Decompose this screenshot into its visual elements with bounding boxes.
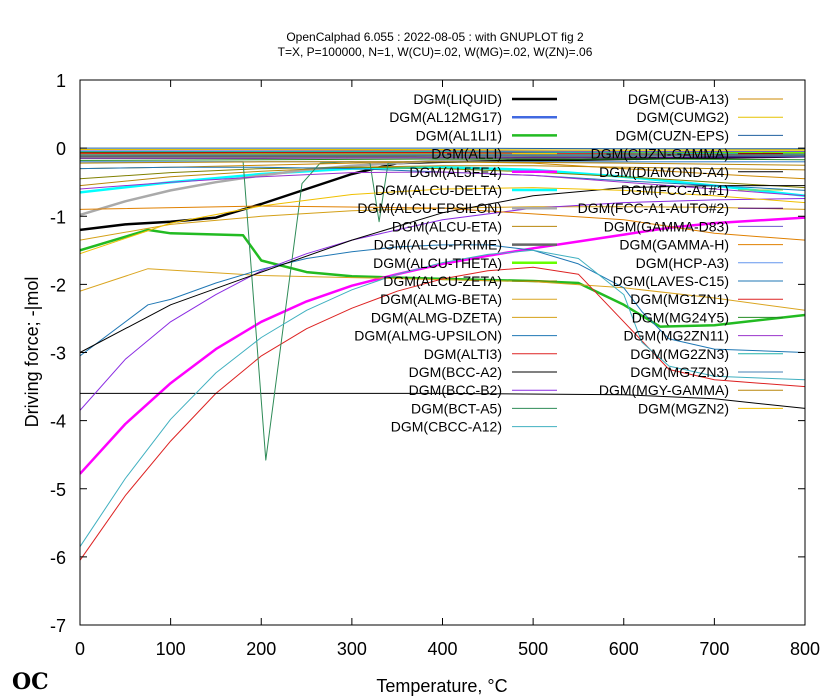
- series-line-20: [80, 149, 805, 151]
- series-line-16: [80, 198, 805, 411]
- y-tick-label: -2: [50, 275, 66, 295]
- x-tick-label: 800: [790, 639, 820, 659]
- legend-label: DGM(ALMG-UPSILON): [354, 328, 502, 344]
- series-line-31: [80, 158, 805, 161]
- legend-label: DGM(FCC-A1#1): [621, 182, 729, 198]
- legend-label: DGM(FCC-A1-AUTO#2): [578, 200, 729, 216]
- series-line-36: [80, 187, 805, 255]
- series-line-32: [80, 171, 805, 197]
- y-tick-label: -6: [50, 548, 66, 568]
- legend-label: DGM(MGZN2): [638, 400, 729, 416]
- legend-label: DGM(CUB-A13): [628, 91, 729, 107]
- x-tick-label: 0: [75, 639, 85, 659]
- series-line-21: [80, 147, 805, 150]
- x-tick-label: 100: [156, 639, 186, 659]
- legend-label: DGM(CUMG2): [636, 109, 729, 125]
- legend-label: DGM(ALCU-DELTA): [375, 182, 502, 198]
- series-line-2: [80, 228, 805, 328]
- legend-label: DGM(MGY-GAMMA): [599, 382, 729, 398]
- legend-label: DGM(MG24Y5): [632, 309, 729, 325]
- y-tick-label: -7: [50, 616, 66, 636]
- legend-label: DGM(ALTI3): [424, 346, 502, 362]
- x-tick-label: 700: [699, 639, 729, 659]
- y-tick-label: -3: [50, 344, 66, 364]
- y-axis-label: Driving force; -|mol: [22, 277, 42, 428]
- y-tick-label: -4: [50, 412, 66, 432]
- axis-ticks: 0 100 200 300 400 500 600 700 800 1 0 -1 -2 -3 -4 -5 -6 -…: [50, 71, 820, 659]
- legend-label: DGM(MG2ZN3): [630, 346, 729, 362]
- legend-label: DGM(MG1ZN1): [630, 291, 729, 307]
- legend-label: DGM(GAMMA-D83): [604, 218, 729, 234]
- series-line-13: [80, 244, 805, 357]
- series-line-5: [80, 165, 805, 198]
- legend-label: DGM(BCC-B2): [409, 382, 502, 398]
- legend-label: DGM(GAMMA-H): [619, 237, 729, 253]
- series-line-18: [80, 249, 805, 547]
- legend-label: DGM(BCT-A5): [411, 400, 502, 416]
- series-line-35: [80, 161, 805, 166]
- legend-label: DGM(BCC-A2): [409, 364, 502, 380]
- series-line-27: [80, 205, 805, 241]
- series-line-4: [80, 216, 805, 475]
- legend-label: DGM(CUZN-GAMMA): [591, 146, 729, 162]
- y-tick-label: -5: [50, 480, 66, 500]
- x-tick-label: 200: [246, 639, 276, 659]
- legend-label: DGM(ALLI): [431, 146, 502, 162]
- series-line-7: [80, 165, 805, 187]
- series-layer: [80, 147, 805, 561]
- chart-title: OpenCalphad 6.055 : 2022-08-05 : with GN…: [286, 30, 584, 44]
- series-line-14: [80, 266, 805, 561]
- legend-label: DGM(ALMG-BETA): [380, 291, 502, 307]
- opencalphad-logo: OC: [12, 669, 49, 695]
- series-line-34: [80, 154, 805, 157]
- x-tick-label: 600: [609, 639, 639, 659]
- series-line-11: [80, 268, 805, 311]
- legend-label: DGM(AL1LI1): [416, 127, 502, 143]
- legend-label: DGM(ALCU-ZETA): [383, 273, 502, 289]
- legend-label: DGM(AL12MG17): [389, 109, 502, 125]
- legend-label: DGM(MG2ZN11): [623, 328, 729, 344]
- chart-subtitle: T=X, P=100000, N=1, W(CU)=.02, W(MG)=.02…: [278, 45, 593, 59]
- series-line-10: [80, 166, 805, 189]
- series-line-26: [80, 150, 805, 152]
- legend: DGM(LIQUID) DGM(AL12MG17) DGM(AL1LI1) DGM(A…: [354, 91, 783, 435]
- legend-label: DGM(ALCU-PRIME): [374, 237, 502, 253]
- y-tick-label: 1: [56, 71, 66, 91]
- legend-label: DGM(DIAMOND-A4): [599, 164, 729, 180]
- y-tick-label: 0: [56, 139, 66, 159]
- x-tick-label: 300: [337, 639, 367, 659]
- series-line-25: [80, 156, 805, 159]
- legend-label: DGM(LIQUID): [413, 91, 502, 107]
- legend-label: DGM(ALCU-EPSILON): [357, 200, 502, 216]
- legend-label: DGM(ALMG-DZETA): [371, 309, 502, 325]
- x-axis-label: Temperature, °C: [376, 676, 507, 696]
- series-line-33: [80, 151, 805, 155]
- x-tick-label: 400: [427, 639, 457, 659]
- legend-label: DGM(ALCU-ETA): [392, 218, 502, 234]
- legend-label: DGM(LAVES-C15): [613, 273, 729, 289]
- legend-label: DGM(HCP-A3): [636, 255, 729, 271]
- legend-label: DGM(ALCU-THETA): [373, 255, 502, 271]
- y-tick-label: -1: [50, 207, 66, 227]
- series-line-15: [80, 392, 805, 409]
- legend-label: DGM(MG7ZN3): [630, 364, 729, 380]
- legend-label: DGM(CBCC-A12): [391, 419, 502, 435]
- legend-label: DGM(CUZN-EPS): [615, 127, 729, 143]
- legend-label: DGM(AL5FE4): [409, 164, 502, 180]
- x-tick-label: 500: [518, 639, 548, 659]
